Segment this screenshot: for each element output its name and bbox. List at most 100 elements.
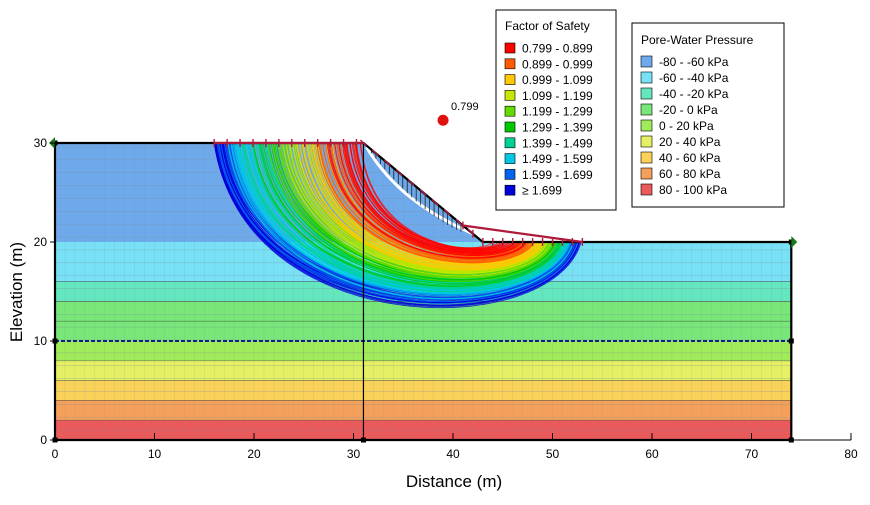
slip-surface [360,142,502,249]
slip-surface [345,142,514,253]
range-tick [443,208,451,216]
fos-legend-label: 1.599 - 1.699 [522,168,593,182]
y-tick-label: 0 [40,433,47,447]
x-tick-label: 30 [347,447,361,461]
slip-surface [328,142,527,259]
range-tick [407,179,415,187]
pwp-legend-swatch [640,103,653,116]
fos-legend-label: 1.199 - 1.299 [522,105,593,119]
slip-surface [283,142,550,276]
fos-legend-swatch [504,169,516,180]
range-tick [383,159,391,167]
slip-surface [294,142,546,272]
fos-legend-label: 1.299 - 1.399 [522,121,593,135]
x-tick-label: 80 [844,447,858,461]
critical-fos-label: 0.799 [451,101,479,113]
range-tick [371,149,379,157]
pwp-legend-label: -40 - -20 kPa [659,87,729,101]
slip-surface [226,142,577,302]
slip-surfaces [213,142,582,309]
slip-surface [312,142,538,266]
fos-legend-swatch [504,74,516,85]
pwp-legend-label: -20 - 0 kPa [659,103,718,117]
range-tick [359,139,367,147]
fos-legend-swatch [504,153,516,164]
pwp-legend-label: 60 - 80 kPa [659,167,721,181]
x-tick-label: 20 [247,447,261,461]
slip-surface [303,142,543,269]
fos-legend-swatch [504,121,516,133]
fos-legend-swatch [504,184,516,196]
pwp-legend-label: 20 - 40 kPa [659,135,721,149]
critical-center-dot [437,114,449,126]
slip-surface [251,142,566,290]
pwp-band [55,400,792,421]
geometry-point [788,338,794,344]
fos-legend-swatch [504,137,516,149]
pwp-legend-label: 40 - 60 kPa [659,151,721,165]
slip-surface [244,142,568,292]
pwp-band [55,341,792,361]
pwp-legend-label: -60 - -40 kPa [659,71,729,85]
pwp-legend-label: 0 - 20 kPa [659,119,714,133]
slip-surface [291,142,548,274]
y-tick-label: 10 [34,334,48,348]
slip-surface [330,142,530,261]
fos-legend-title: Factor of Safety [505,19,590,33]
pwp-legend-swatch [640,135,653,148]
range-tick [467,228,475,236]
fos-legend-swatch [504,90,516,101]
x-axis-label: Distance (m) [406,472,502,491]
fos-legend-label: 0.899 - 0.999 [522,57,593,71]
slip-surface [223,142,578,304]
pwp-legend-label: 80 - 100 kPa [659,183,727,197]
range-line [462,224,583,244]
slip-surface [319,142,535,263]
fos-legend-swatch [504,42,516,54]
y-tick-label: 20 [34,235,48,249]
y-tick-label: 30 [34,136,48,150]
pwp-legend-swatch [640,71,653,84]
x-tick-label: 60 [645,447,659,461]
boundary-marker [791,236,798,248]
axes: Distance (m) Elevation (m) 0 10 20 30 40 50 60… [7,136,858,491]
slip-surface [230,142,575,300]
pwp-legend-swatch [640,151,653,164]
pwp-legend: Pore-Water Pressure -80 - -60 kPa -60 - -… [631,22,785,208]
slip-surface [253,142,561,286]
x-tick-label: 70 [745,447,759,461]
pwp-band [55,380,792,401]
pwp-legend-title: Pore-Water Pressure [641,33,754,47]
fos-legend-label: 1.499 - 1.599 [522,152,593,166]
range-tick [419,189,427,196]
range-tick [431,198,439,206]
slip-surface [359,142,494,249]
slip-surface [336,142,525,258]
fos-legend-swatch [504,105,516,117]
pwp-legend-label: -80 - -60 kPa [659,55,729,69]
fos-legend-label: 1.099 - 1.199 [522,89,593,103]
slip-surface [282,142,552,277]
fos-legend-label: 0.999 - 1.099 [522,73,593,87]
soil-region [55,143,792,440]
fos-legend-label: ≥ 1.699 [522,184,562,198]
x-tick-label: 0 [52,447,59,461]
fos-legend-swatch [504,58,516,70]
y-axis-label: Elevation (m) [7,242,26,342]
pwp-legend-swatch [640,167,653,180]
slip-surface [234,142,571,296]
fos-legend-label: 1.399 - 1.499 [522,136,593,150]
range-tick [455,218,463,226]
slip-surface [271,142,558,282]
pwp-legend-swatch [640,119,653,132]
x-tick-label: 50 [546,447,560,461]
slip-surface [260,142,560,285]
fos-legend-label: 0.799 - 0.899 [522,42,593,56]
slip-surface [279,142,554,278]
x-tick-label: 10 [148,447,162,461]
slip-surface [217,142,580,307]
pwp-legend-swatch [640,55,653,68]
critical-slip-center: 0.799 [437,101,479,126]
